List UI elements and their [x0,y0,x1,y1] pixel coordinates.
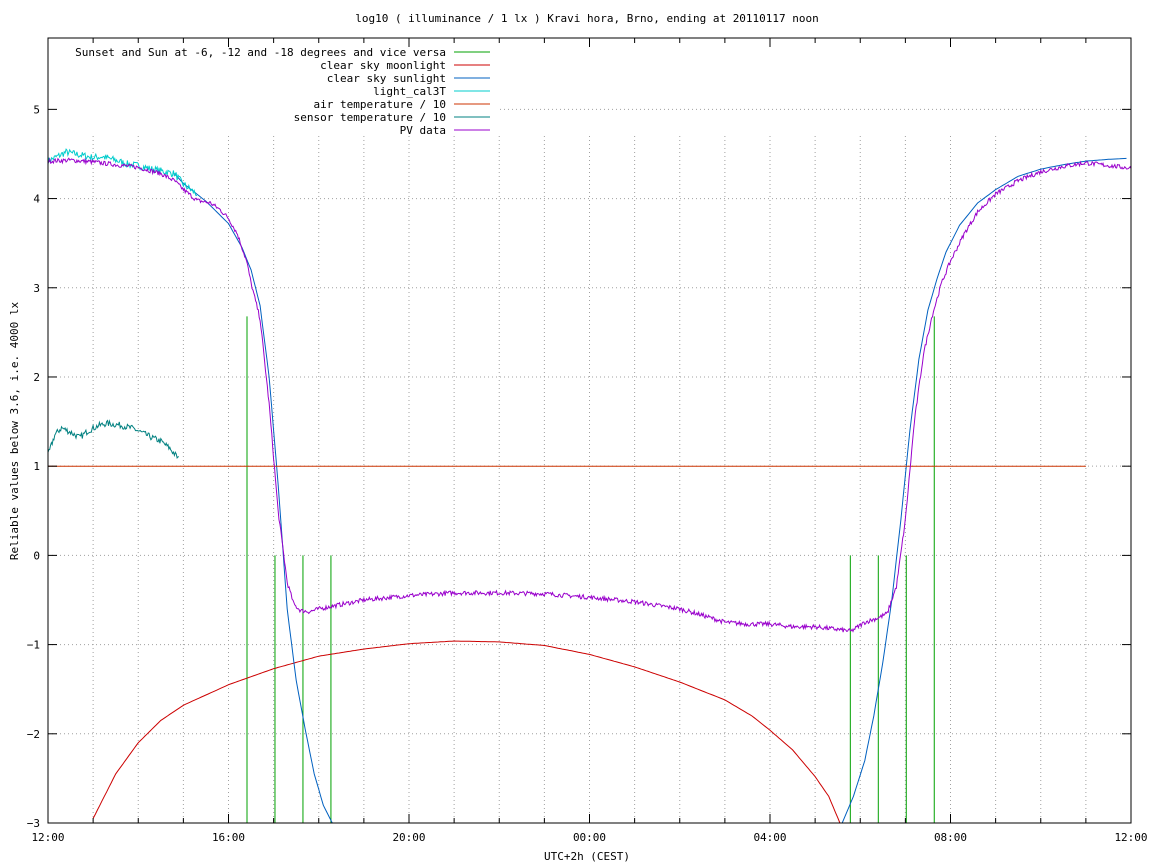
y-tick-label: 5 [33,103,40,116]
axis-ticks: 12:00 16:00 20:00 00:00 04:00 08:00 12:00−3−2−… [27,38,1148,844]
y-tick-label: 2 [33,371,40,384]
series-6 [47,419,179,460]
chart-title: log10 ( illuminance / 1 lx ) Kravi hora,… [355,12,819,25]
y-tick-label: 4 [33,193,40,206]
x-tick-label: 00:00 [573,831,606,844]
y-tick-label: −3 [27,817,40,830]
series-line [92,640,841,824]
legend-label: clear sky sunlight [327,72,446,85]
y-tick-label: 0 [33,549,40,562]
x-tick-label: 04:00 [753,831,786,844]
legend-label: Sunset and Sun at -6, -12 and -18 degree… [75,46,446,59]
grid [48,108,1131,823]
legend-label: clear sky moonlight [320,59,446,72]
x-tick-label: 20:00 [392,831,425,844]
legend-label: PV data [400,124,446,137]
series-line [47,148,197,197]
x-tick-label: 12:00 [31,831,64,844]
x-tick-label: 12:00 [1114,831,1147,844]
legend: Sunset and Sun at -6, -12 and -18 degree… [75,46,490,137]
x-tick-label: 16:00 [212,831,245,844]
series-line [47,157,1132,633]
series-1 [246,316,935,823]
y-tick-label: −2 [27,728,40,741]
y-axis-label: Reliable values below 3.6, i.e. 4000 lx [8,301,21,560]
legend-label: air temperature / 10 [314,98,446,111]
x-axis-label: UTC+2h (CEST) [544,850,630,863]
y-tick-label: 1 [33,460,40,473]
series-line [47,419,179,460]
y-tick-label: 3 [33,282,40,295]
y-tick-label: −1 [27,639,40,652]
legend-label: sensor temperature / 10 [294,111,446,124]
legend-label: light_cal3T [373,85,446,98]
series-7 [47,157,1132,633]
series-2 [92,640,841,824]
series-layer [47,148,1132,824]
x-tick-label: 08:00 [934,831,967,844]
series-4 [47,148,197,197]
